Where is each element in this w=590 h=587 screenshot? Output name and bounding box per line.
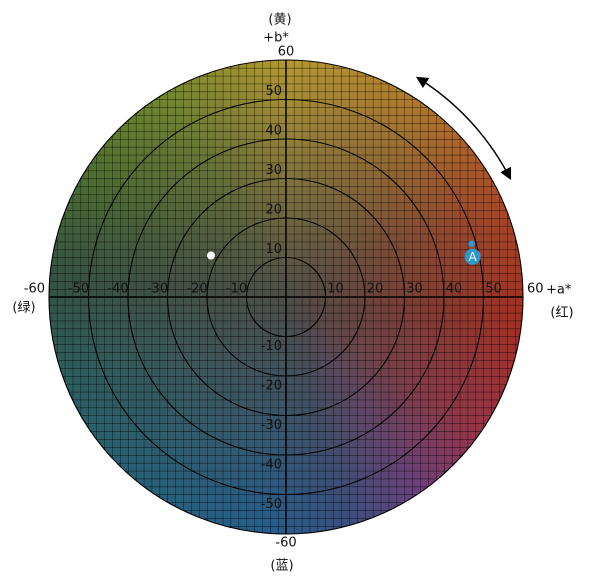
x-tick-label: -50 (68, 282, 89, 297)
y-tick-label: -30 (261, 418, 282, 433)
point (468, 240, 475, 247)
x-tick-label: -30 (147, 282, 168, 297)
x-tick-label: 10 (327, 282, 344, 297)
x-tick-label: 60 (527, 282, 544, 297)
y-tick-label: -20 (261, 379, 282, 394)
point-badge (464, 248, 481, 265)
y-tick-label: -60 (275, 536, 296, 551)
x-tick-label: -40 (107, 282, 128, 297)
y-tick-label: 60 (278, 45, 295, 60)
y-tick-label: -10 (261, 339, 282, 354)
y-tick-label: -50 (261, 497, 282, 512)
x-tick-label: -20 (186, 282, 207, 297)
y-tick-label: 40 (265, 124, 282, 139)
y-tick-label: 30 (265, 163, 282, 178)
point (206, 251, 215, 260)
green-label: (绿) (12, 301, 35, 316)
hue-arrow (415, 76, 512, 181)
x-tick-label: 40 (446, 282, 463, 297)
y-tick-label: 20 (265, 203, 282, 218)
x-tick-label: 30 (406, 282, 423, 297)
y-tick-label: -40 (261, 458, 282, 473)
point-label: A (469, 250, 478, 264)
x-tick-label: -60 (24, 282, 45, 297)
x-tick-label: -10 (226, 282, 247, 297)
a-axis-label: +a* (546, 283, 572, 298)
y-tick-label: 10 (265, 242, 282, 257)
y-tick-label: 50 (265, 84, 282, 99)
b-axis-label: +b* (263, 31, 289, 46)
blue-label: (蓝) (270, 559, 293, 574)
red-label: (红) (550, 305, 573, 321)
x-tick-label: 50 (485, 282, 502, 297)
yellow-label: (黄) (268, 13, 291, 28)
x-tick-label: 20 (367, 282, 384, 297)
